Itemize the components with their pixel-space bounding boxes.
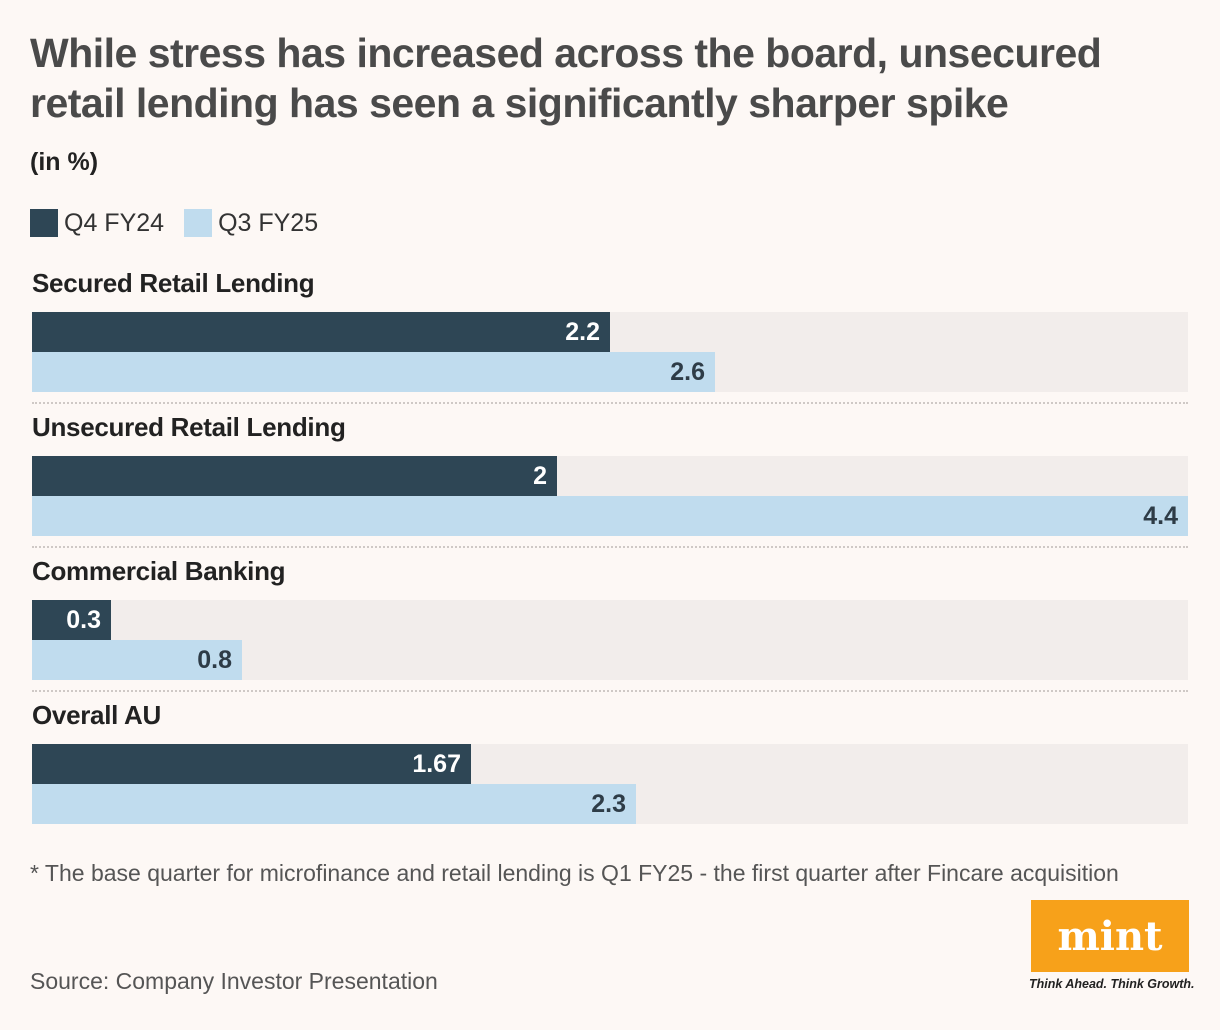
brand-tagline: Think Ahead. Think Growth. [1029,977,1195,991]
bar: 2.2 [32,312,610,352]
category-group: Commercial Banking 0.3 0.8 [32,556,1188,700]
bar: 1.67 [32,744,471,784]
category-label: Overall AU [32,700,161,730]
bar-value-label: 4.4 [1143,501,1178,530]
category-label: Commercial Banking [32,556,286,586]
legend-swatch-q4fy24 [30,209,58,237]
bar-value-label: 0.3 [66,605,101,634]
bar-track: 2 4.4 [32,456,1188,536]
unit-label: (in %) [30,148,99,176]
bar-chart: Secured Retail Lending 2.2 2.6 Unsecured Re… [32,268,1188,844]
bar-value-label: 2 [533,461,547,490]
mint-logo-text: mint [1057,912,1163,960]
bar-track: 1.67 2.3 [32,744,1188,824]
bar: 4.4 [32,496,1188,536]
group-divider [32,402,1188,404]
chart-title: While stress has increased across the bo… [30,30,1102,126]
bar: 2 [32,456,557,496]
bar-value-label: 2.6 [670,357,705,386]
legend-item-q4fy24: Q4 FY24 [30,209,164,238]
legend-label-q3fy25: Q3 FY25 [218,208,319,237]
legend-label-q4fy24: Q4 FY24 [64,208,165,237]
bar-value-label: 1.67 [412,749,461,778]
bar-value-label: 2.3 [591,789,626,818]
bar-value-label: 0.8 [197,645,232,674]
category-group: Secured Retail Lending 2.2 2.6 [32,268,1188,412]
bar: 2.3 [32,784,636,824]
bar: 0.3 [32,600,111,640]
mint-logo: mint [1031,900,1189,972]
legend-swatch-q3fy25 [184,209,213,237]
source-note: Source: Company Investor Presentation [30,968,438,994]
legend: Q4 FY24 Q3 FY25 [30,208,338,238]
category-label: Unsecured Retail Lending [32,412,346,442]
bar-track: 0.3 0.8 [32,600,1188,680]
group-divider [32,690,1188,692]
bar-value-label: 2.2 [565,317,600,346]
category-group: Unsecured Retail Lending 2 4.4 [32,412,1188,556]
group-divider [32,546,1188,548]
bar: 2.6 [32,352,715,392]
footnote: * The base quarter for microfinance and … [30,860,1119,886]
category-group: Overall AU 1.67 2.3 [32,700,1188,844]
bar: 0.8 [32,640,242,680]
bar-track: 2.2 2.6 [32,312,1188,392]
legend-item-q3fy25: Q3 FY25 [184,209,318,238]
category-label: Secured Retail Lending [32,268,315,298]
